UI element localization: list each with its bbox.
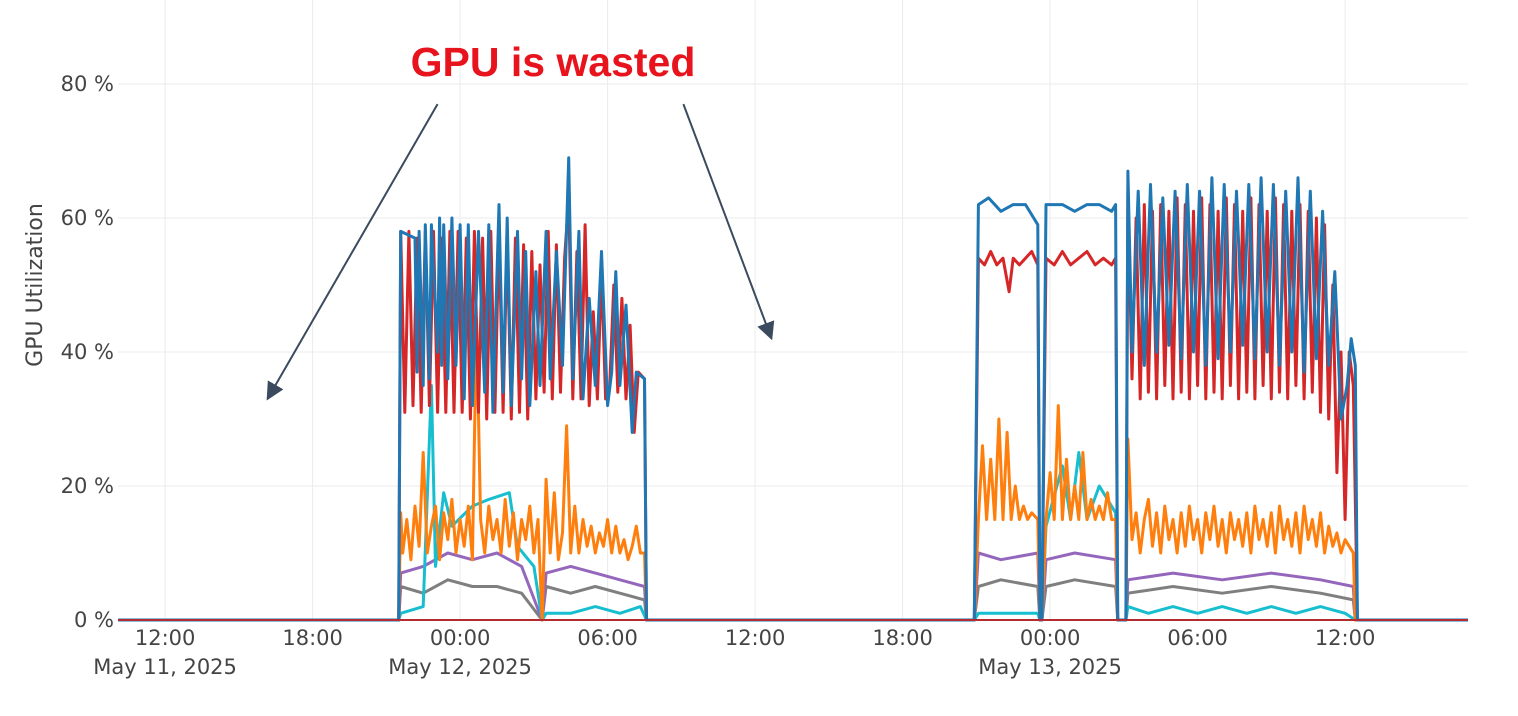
x-tick-label: 12:00 <box>725 626 786 650</box>
y-tick-label: 60 % <box>61 206 114 230</box>
x-tick-label: 12:00 <box>1315 626 1376 650</box>
x-tick-label: 00:00 <box>430 626 491 650</box>
x-tick-label: 00:00 <box>1020 626 1081 650</box>
x-tick-label: 12:00 <box>135 626 196 650</box>
series-line-1 <box>118 189 1468 622</box>
grid-layer <box>118 0 1468 620</box>
y-tick-label: 40 % <box>61 340 114 364</box>
annotation-layer: GPU is wasted <box>266 39 775 401</box>
x-tick-date-label: May 12, 2025 <box>388 655 532 679</box>
x-tick-label: 06:00 <box>577 626 638 650</box>
y-tick-label: 80 % <box>61 72 114 96</box>
y-axis-title: GPU Utilization <box>23 203 48 367</box>
y-tick-label: 20 % <box>61 474 114 498</box>
x-tick-label: 18:00 <box>872 626 933 650</box>
series-line-3 <box>118 384 1468 622</box>
x-tick-label: 06:00 <box>1167 626 1228 650</box>
series-layer <box>118 156 1468 622</box>
annotation-arrow <box>682 103 775 341</box>
series-line-5 <box>118 578 1468 622</box>
y-tick-label: 0 % <box>74 608 114 632</box>
annotation-text: GPU is wasted <box>411 39 696 85</box>
annotation-arrow <box>266 103 439 401</box>
x-tick-date-label: May 13, 2025 <box>978 655 1122 679</box>
series-line-4 <box>118 551 1468 622</box>
axis-layer: 12:00 May 11, 2025 18:00 00:00 May 12, 2025 0… <box>61 72 1468 679</box>
x-tick-label: 18:00 <box>282 626 343 650</box>
series-line-0 <box>118 156 1468 622</box>
x-tick-date-label: May 11, 2025 <box>93 655 237 679</box>
